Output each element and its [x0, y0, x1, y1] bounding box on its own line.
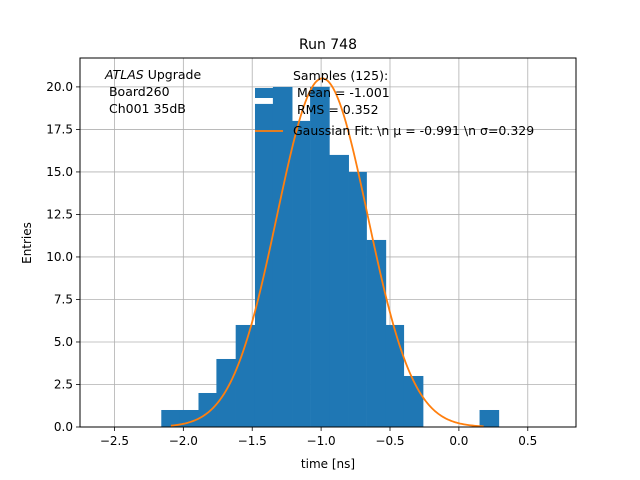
- x-tick-label-2: −1.5: [238, 434, 267, 448]
- histogram-bar-3: [216, 358, 236, 427]
- x-tick-label-1: −2.0: [169, 434, 198, 448]
- atlas-italic: ATLAS: [104, 67, 144, 82]
- histogram-bar-12: [385, 324, 405, 427]
- y-tick-label-4: 10.0: [46, 250, 73, 264]
- histogram-bar-11: [366, 239, 387, 427]
- histogram-bars: [161, 86, 500, 427]
- legend-samples-line3: RMS = 0.352: [289, 102, 379, 117]
- x-axis-label: time [ns]: [301, 457, 355, 471]
- x-axis-ticks: −2.5 −2.0 −1.5 −1.0 −0.5 0.0 0.5: [100, 427, 537, 448]
- x-tick-label-6: 0.5: [518, 434, 537, 448]
- legend-samples-line2: Mean = -1.001: [289, 85, 390, 100]
- channel-annotation: Ch001 35dB: [105, 101, 186, 116]
- histogram-bar-7: [292, 120, 311, 427]
- atlas-upgrade: Upgrade: [144, 67, 202, 82]
- y-tick-label-1: 2.5: [54, 377, 73, 391]
- y-tick-label-2: 5.0: [54, 335, 73, 349]
- legend: Samples (125): Mean = -1.001 RMS = 0.352…: [255, 68, 534, 138]
- y-tick-label-8: 20.0: [46, 80, 73, 94]
- legend-fit-label: Gaussian Fit: \n μ = -0.991 \n σ=0.329: [293, 123, 534, 138]
- histogram-bar-14: [479, 409, 500, 427]
- chart-title: Run 748: [299, 37, 357, 53]
- histogram-bar-9: [329, 154, 349, 427]
- y-axis-label: Entries: [20, 222, 34, 264]
- fit-curve: [170, 77, 484, 428]
- gaussian-fit: [170, 77, 484, 428]
- histogram-bar-4: [235, 324, 256, 427]
- x-tick-label-4: −0.5: [375, 434, 404, 448]
- plot-frame: [79, 57, 577, 428]
- atlas-annotation: ATLAS Upgrade: [104, 67, 201, 82]
- x-tick-label-5: 0.0: [449, 434, 468, 448]
- histogram-bar-8: [310, 86, 330, 427]
- y-tick-label-5: 12.5: [46, 207, 73, 221]
- y-tick-label-3: 7.5: [54, 292, 73, 306]
- x-tick-label-0: −2.5: [100, 434, 129, 448]
- y-tick-label-6: 15.0: [46, 165, 73, 179]
- y-tick-label-7: 17.5: [46, 122, 73, 136]
- board-annotation: Board260: [105, 84, 170, 99]
- y-tick-label-0: 0.0: [54, 420, 73, 434]
- histogram-bar-5: [254, 103, 274, 427]
- histogram-bar-2: [198, 392, 217, 427]
- x-tick-label-3: −1.0: [307, 434, 336, 448]
- histogram-bar-0: [161, 409, 180, 427]
- histogram-bar-10: [348, 171, 367, 427]
- legend-samples-line1: Samples (125):: [293, 68, 388, 83]
- y-axis-ticks: 0.0 2.5 5.0 7.5 10.0 12.5 15.0 17.5 20.0: [46, 80, 80, 434]
- legend-patch-samples: [255, 88, 283, 98]
- histogram-bar-13: [403, 375, 424, 427]
- histogram-bar-6: [272, 86, 293, 427]
